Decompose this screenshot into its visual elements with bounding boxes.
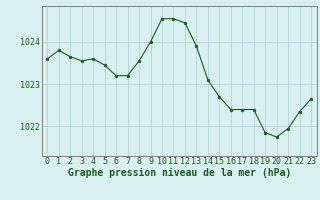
X-axis label: Graphe pression niveau de la mer (hPa): Graphe pression niveau de la mer (hPa) xyxy=(68,168,291,178)
